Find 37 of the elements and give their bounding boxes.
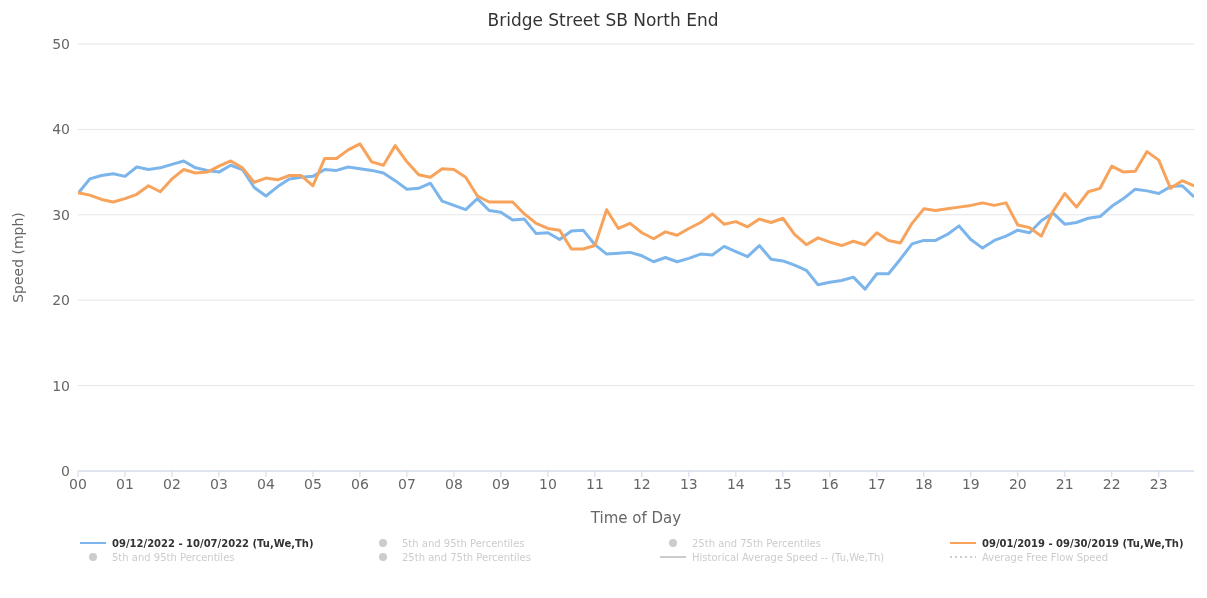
x-axis-title: Time of Day — [589, 509, 682, 527]
x-tick-label: 21 — [1055, 475, 1074, 492]
x-tick-label: 03 — [210, 475, 228, 492]
legend-label: 09/12/2022 - 10/07/2022 (Tu,We,Th) — [112, 537, 314, 549]
y-tick-label: 0 — [61, 462, 70, 479]
x-tick-label: 19 — [961, 475, 980, 492]
x-tick-label: 00 — [69, 475, 87, 492]
chart-title: Bridge Street SB North End — [486, 9, 720, 32]
x-tick-label: 12 — [632, 475, 651, 492]
x-tick-label: 16 — [820, 475, 839, 492]
x-tick-label: 20 — [1008, 475, 1027, 492]
x-tick-label: 17 — [867, 475, 886, 492]
x-tick-label: 07 — [398, 475, 416, 492]
x-tick-label: 01 — [116, 475, 134, 492]
x-tick-label: 18 — [914, 475, 933, 492]
x-tick-label: 10 — [538, 475, 557, 492]
line-series — [78, 159, 1194, 291]
x-tick-label: 08 — [445, 475, 463, 492]
x-tick-label: 06 — [351, 475, 369, 492]
y-tick-label: 20 — [52, 292, 70, 309]
x-tick-label: 13 — [679, 475, 698, 492]
x-tick-label: 04 — [257, 475, 275, 492]
y-tick-label: 10 — [52, 377, 70, 394]
x-tick-label: 02 — [163, 475, 181, 492]
x-tick-label: 11 — [585, 475, 604, 492]
y-axis-title: Speed (mph) — [9, 212, 26, 303]
y-tick-label: 50 — [52, 35, 70, 52]
y-tick-label: 30 — [52, 206, 70, 223]
legend-label: 09/01/2019 - 09/30/2019 (Tu,We,Th) — [982, 537, 1184, 549]
x-tick-label: 22 — [1102, 475, 1121, 492]
x-tick-label: 09 — [491, 475, 510, 492]
x-tick-label: 15 — [773, 475, 792, 492]
x-tick-label: 05 — [304, 475, 322, 492]
y-tick-label: 40 — [52, 121, 70, 138]
line-series — [78, 142, 1194, 251]
x-tick-label: 23 — [1149, 475, 1168, 492]
x-tick-label: 14 — [726, 475, 745, 492]
